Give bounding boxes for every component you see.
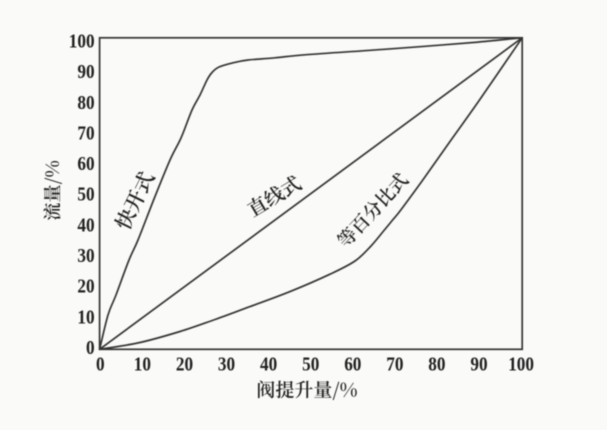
svg-text:20: 20	[176, 353, 193, 375]
svg-text:30: 30	[77, 245, 94, 267]
svg-text:50: 50	[302, 353, 319, 375]
svg-text:80: 80	[428, 353, 445, 375]
svg-text:10: 10	[134, 353, 151, 375]
svg-text:30: 30	[218, 353, 235, 375]
svg-text:90: 90	[77, 61, 94, 83]
svg-text:50: 50	[77, 184, 94, 206]
svg-text:90: 90	[470, 353, 487, 375]
svg-text:70: 70	[386, 353, 403, 375]
svg-text:60: 60	[77, 153, 94, 175]
svg-text:40: 40	[260, 353, 277, 375]
svg-text:10: 10	[77, 306, 94, 328]
svg-text:70: 70	[77, 122, 94, 144]
svg-text:0: 0	[96, 353, 105, 375]
svg-text:60: 60	[344, 353, 361, 375]
svg-text:100: 100	[69, 30, 95, 52]
svg-text:0: 0	[86, 337, 95, 359]
svg-text:20: 20	[77, 276, 94, 298]
svg-text:100: 100	[508, 353, 534, 375]
svg-text:80: 80	[77, 92, 94, 114]
svg-text:40: 40	[77, 214, 94, 236]
